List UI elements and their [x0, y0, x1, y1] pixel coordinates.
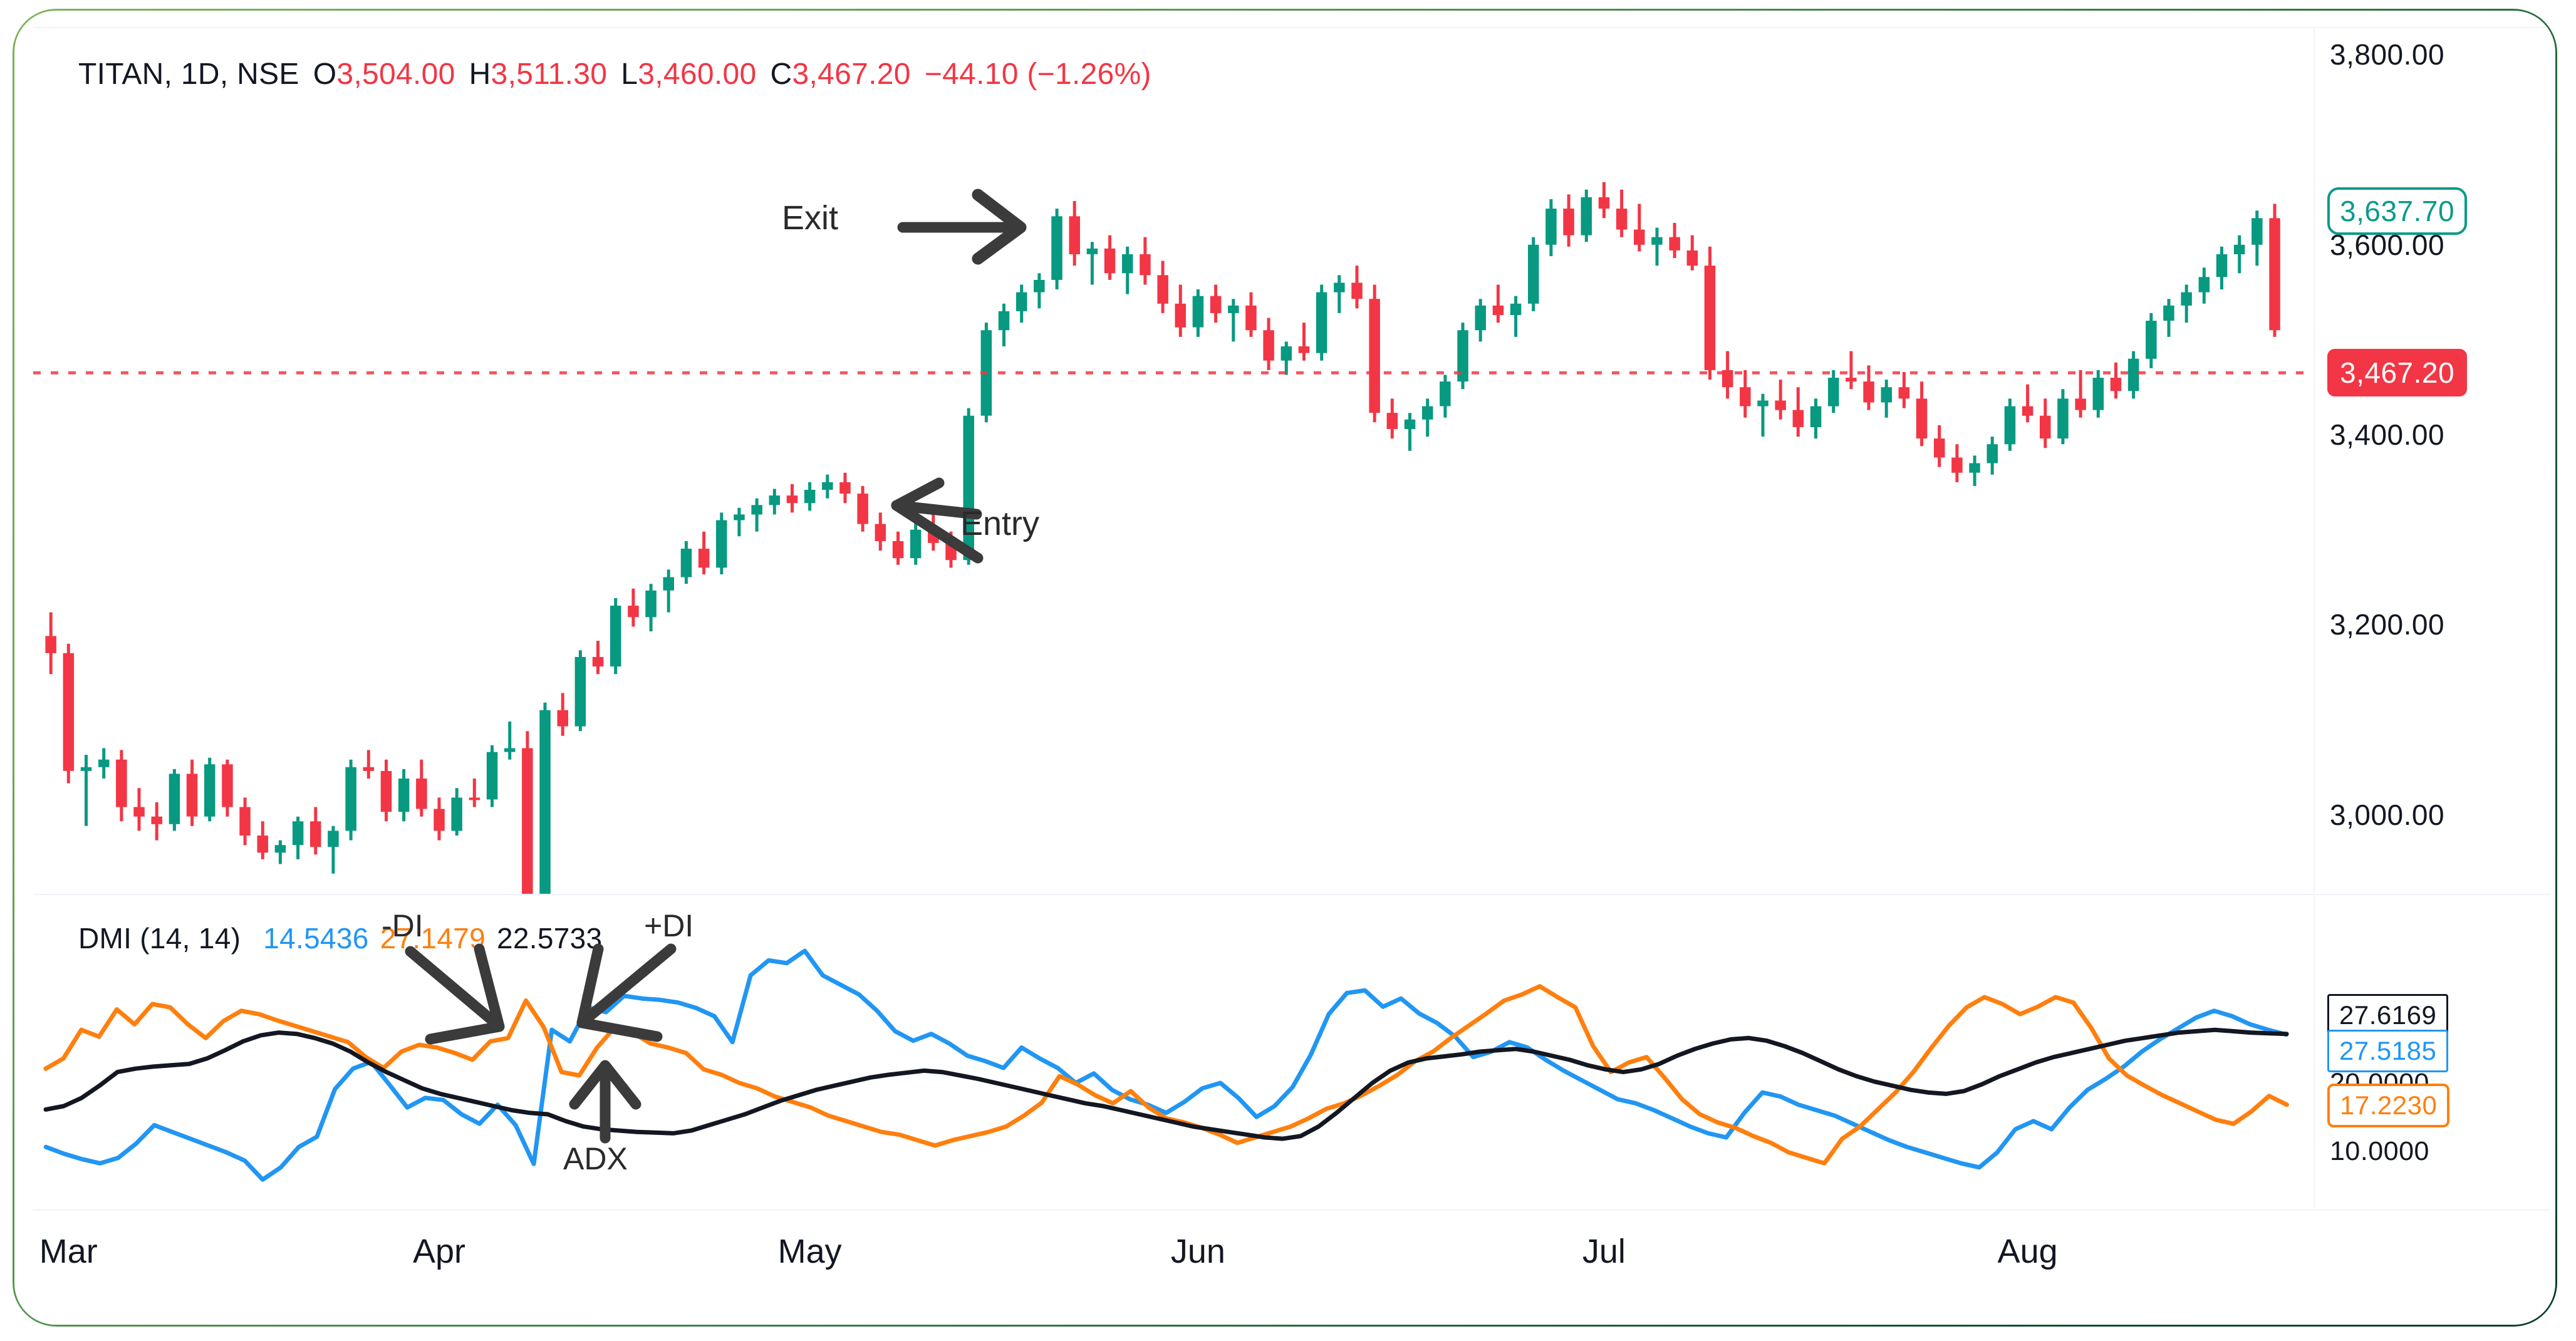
- dmi-plot[interactable]: [33, 895, 2314, 1208]
- time-label-mar: Mar: [39, 1233, 98, 1270]
- dmi-legend: DMI (14, 14) 14.5436 27.1479 22.5733: [78, 921, 602, 955]
- legend-close-value: 3,467.20: [792, 58, 911, 91]
- minus-di-value-badge[interactable]: 17.2230: [2327, 1083, 2450, 1127]
- legend-high-value: 3,511.30: [491, 58, 608, 91]
- dmi-title[interactable]: DMI (14, 14): [78, 922, 241, 955]
- dmi-series: [43, 948, 2289, 1182]
- dmi-pane[interactable]: DMI (14, 14) 14.5436 27.1479 22.5733 -DI +D…: [33, 894, 2550, 1208]
- legend-interval[interactable]: 1D: [180, 58, 220, 91]
- price-plot[interactable]: [33, 28, 2314, 907]
- legend-open-label: O: [313, 58, 337, 91]
- price-tick-3400: 3,400.00: [2330, 418, 2445, 452]
- chart-frame: TITAN, 1D, NSE O3,504.00 H3,511.30 L3,460.0…: [13, 9, 2557, 1327]
- price-scale[interactable]: 3,800.00 3,600.00 3,400.00 3,200.00 3,00…: [2314, 28, 2555, 893]
- price-tick-3800: 3,800.00: [2330, 38, 2445, 71]
- adx-annotation-label: ADX: [563, 1141, 628, 1176]
- high-price-badge[interactable]: 3,637.70: [2327, 187, 2468, 235]
- time-axis[interactable]: Mar Apr May Jun Jul Aug: [33, 1209, 2550, 1305]
- minus-di-annotation-label: -DI: [382, 908, 423, 943]
- legend-exchange: NSE: [237, 58, 299, 91]
- last-price-badge[interactable]: 3,467.20: [2327, 349, 2468, 397]
- time-label-may: May: [777, 1233, 842, 1270]
- time-label-apr: Apr: [412, 1233, 466, 1270]
- legend-close-label: C: [770, 58, 792, 91]
- legend-change: −44.10: [924, 58, 1019, 91]
- exit-annotation-label: Exit: [782, 199, 839, 237]
- price-legend: TITAN, 1D, NSE O3,504.00 H3,511.30 L3,460.0…: [78, 58, 1151, 91]
- time-label-jun: Jun: [1170, 1233, 1225, 1270]
- adx-value-badge[interactable]: 27.6169: [2327, 993, 2449, 1037]
- legend-open-value: 3,504.00: [336, 58, 455, 91]
- dmi-scale[interactable]: 20.0000 10.0000 27.6169 27.5185 17.2230: [2314, 895, 2555, 1208]
- legend-low-label: L: [621, 58, 638, 91]
- chart-frame-inner: TITAN, 1D, NSE O3,504.00 H3,511.30 L3,460.0…: [14, 11, 2555, 1325]
- candlestick-series: [33, 182, 2314, 907]
- plus-di-annotation-label: +DI: [644, 908, 694, 943]
- price-tick-3000: 3,000.00: [2330, 798, 2445, 831]
- entry-annotation-label: Entry: [960, 505, 1040, 542]
- plus-di-value-badge[interactable]: 27.5185: [2327, 1029, 2449, 1072]
- price-pane[interactable]: TITAN, 1D, NSE O3,504.00 H3,511.30 L3,460.0…: [33, 27, 2550, 907]
- price-tick-3200: 3,200.00: [2330, 608, 2445, 641]
- legend-low-value: 3,460.00: [638, 58, 757, 91]
- legend-high-label: H: [469, 58, 491, 91]
- legend-symbol[interactable]: TITAN: [78, 58, 164, 91]
- chart-container: TITAN, 1D, NSE O3,504.00 H3,511.30 L3,460.0…: [19, 24, 2550, 1315]
- dmi-plus-di-value: 14.5436: [263, 922, 369, 955]
- time-label-jul: Jul: [1582, 1233, 1626, 1270]
- dmi-tick-10: 10.0000: [2330, 1136, 2429, 1167]
- legend-change-percent: (−1.26%): [1027, 58, 1151, 91]
- time-label-aug: Aug: [1997, 1233, 2058, 1270]
